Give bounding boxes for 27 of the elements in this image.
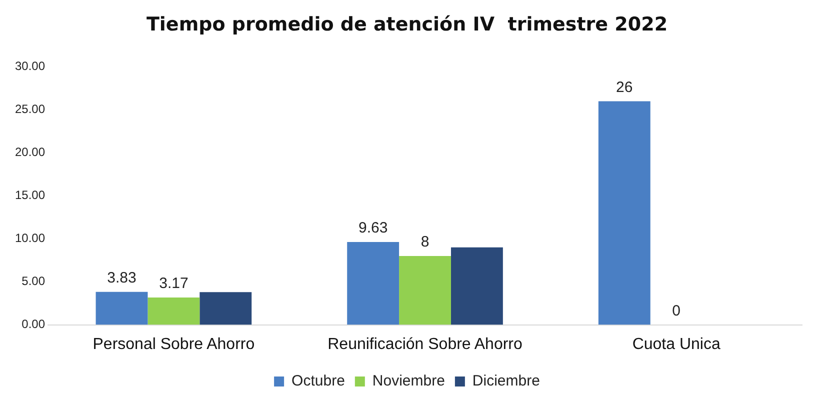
y-tick-label: 10.00: [15, 231, 46, 246]
legend-label: Octubre: [292, 372, 345, 390]
x-tick-label: Reunificación Sobre Ahorro: [328, 336, 523, 353]
bar: [450, 247, 503, 325]
data-label: 0: [672, 302, 681, 320]
x-tick-label: Cuota Unica: [632, 336, 720, 353]
bar: [347, 242, 400, 325]
bar: [399, 256, 451, 325]
y-tick-label: 5.00: [22, 274, 46, 288]
bar: [96, 292, 148, 325]
chart-title: Tiempo promedio de atención IV trimestre 2022: [146, 13, 668, 36]
data-label: 8: [420, 234, 430, 251]
data-label: 9.63: [358, 220, 388, 237]
x-tick-label: Personal Sobre Ahorro: [92, 336, 255, 353]
data-label: 3.83: [107, 270, 136, 287]
data-label: 3.17: [159, 275, 188, 292]
y-tick-label: 0.00: [22, 317, 46, 332]
legend-label: Noviembre: [372, 372, 445, 390]
legend-label: Diciembre: [472, 372, 540, 390]
bar: [598, 101, 650, 325]
y-tick-label: 20.00: [15, 145, 46, 160]
bar: [200, 292, 252, 325]
y-tick-label: 15.00: [15, 188, 46, 202]
y-tick-label: 25.00: [15, 102, 46, 116]
y-tick-label: 30.00: [15, 59, 46, 74]
bar: [148, 298, 200, 325]
data-label: 26: [616, 78, 633, 96]
